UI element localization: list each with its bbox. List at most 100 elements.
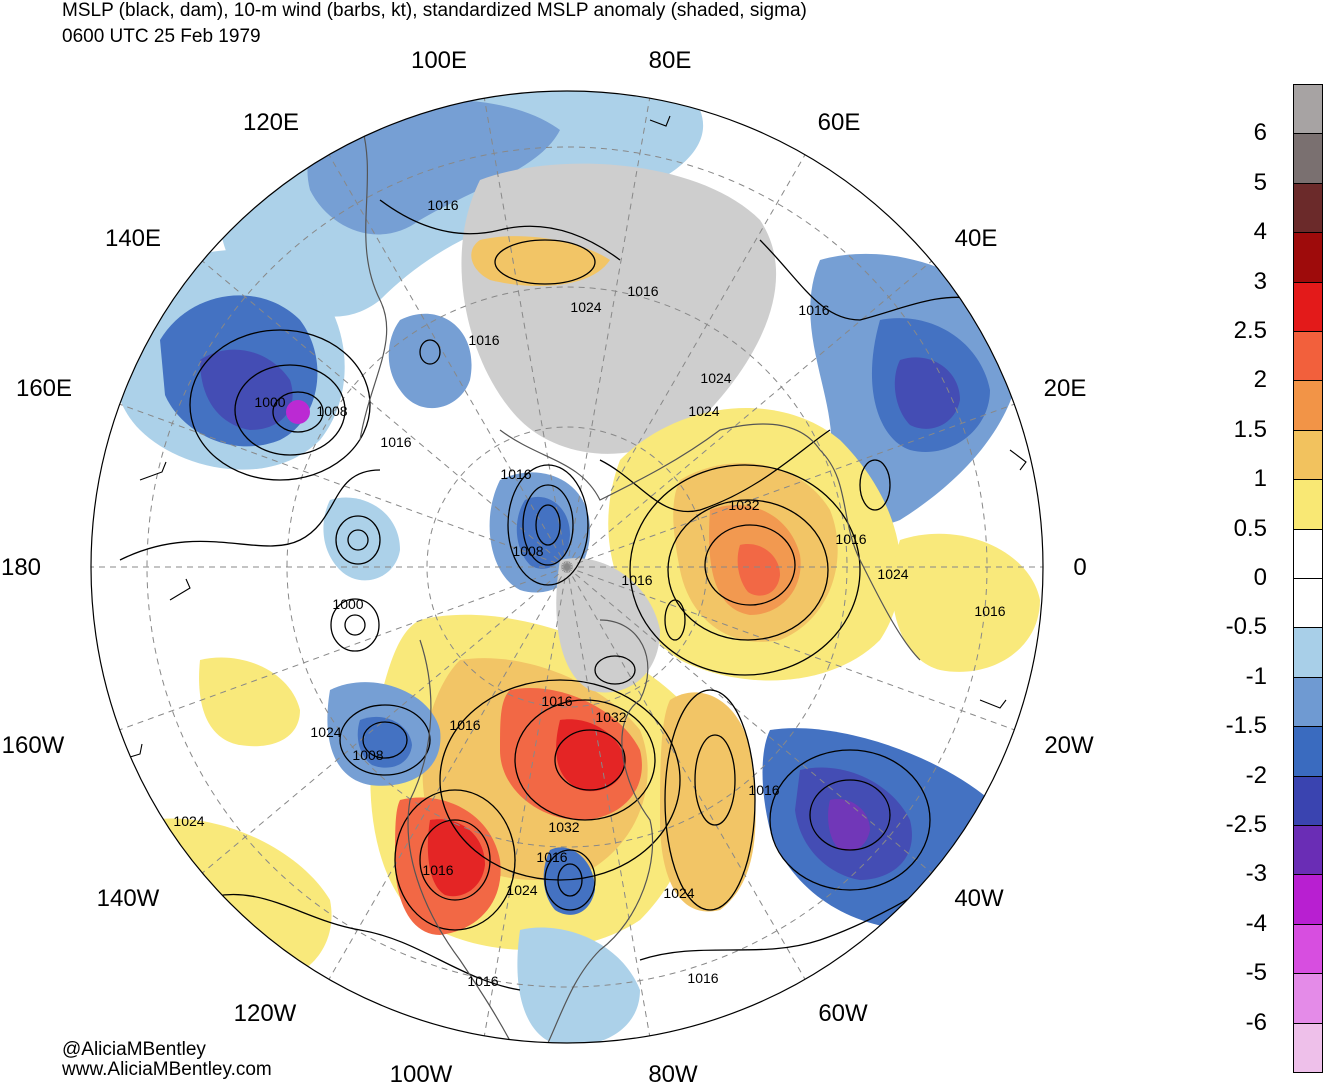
meridian-line xyxy=(566,566,932,874)
colorbar-swatch xyxy=(1293,380,1323,431)
map-disk: 1016 1016 1024 1016 1016 1000 1008 1016 1024 1024… xyxy=(91,91,1043,1043)
longitude-label: 180 xyxy=(1,554,41,581)
colorbar-label: -5 xyxy=(1245,959,1267,987)
colorbar-swatch xyxy=(1293,429,1323,481)
meridian-line xyxy=(483,98,568,568)
isobar-label: 1024 xyxy=(173,813,204,829)
colorbar-label: -4 xyxy=(1245,909,1267,937)
colorbar-label: 1.5 xyxy=(1233,415,1267,443)
isobar-label: 1016 xyxy=(467,973,498,989)
isobar-label: 1000 xyxy=(254,394,285,410)
isobar-labels: 1016 1016 1024 1016 1016 1000 1008 1016 1024 1024… xyxy=(173,197,1005,989)
longitude-label: 140E xyxy=(105,225,161,252)
colorbar-label: 0.5 xyxy=(1233,514,1267,542)
colorbar-swatch xyxy=(1293,528,1323,579)
colorbar-label: -1 xyxy=(1245,662,1267,690)
colorbar-swatch xyxy=(1293,232,1323,283)
isobar-label: 1024 xyxy=(688,403,719,419)
meridian-line xyxy=(566,566,651,1036)
isobars xyxy=(119,199,991,991)
colorbar-label: 1 xyxy=(1253,465,1267,493)
isobar-label: 1016 xyxy=(427,197,458,213)
isobar-label: 1008 xyxy=(352,747,383,763)
longitude-label: 100W xyxy=(390,1061,453,1086)
isobar-label: 1032 xyxy=(548,819,579,835)
isobar-label: 1008 xyxy=(316,403,347,419)
longitude-label: 60E xyxy=(818,109,861,136)
meridian-line xyxy=(119,403,568,568)
isobar-label: 1016 xyxy=(621,572,652,588)
isobar-label: 1032 xyxy=(595,709,626,725)
isobar-label: 1016 xyxy=(974,603,1005,619)
longitude-label: 20E xyxy=(1044,375,1087,402)
colorbar-label: -0.5 xyxy=(1225,613,1267,641)
longitude-label: 60W xyxy=(818,1000,868,1027)
credit-site: www.AliciaMBentley.com xyxy=(62,1059,272,1080)
meridians xyxy=(91,98,1043,1036)
colorbar-label: 4 xyxy=(1253,218,1267,246)
isobar-label: 1000 xyxy=(332,596,363,612)
colorbar-label: 2.5 xyxy=(1233,317,1267,344)
isobar-label: 1016 xyxy=(500,466,531,482)
isobar-label: 1008 xyxy=(512,543,543,559)
meridian-line xyxy=(202,260,568,568)
colorbar-swatch xyxy=(1293,479,1323,530)
colorbar-label: 0 xyxy=(1253,564,1267,591)
isobar-label: 1032 xyxy=(728,497,759,513)
credit-handle: @AliciaMBentley xyxy=(62,1039,206,1060)
colorbar-swatch xyxy=(1293,1022,1323,1073)
isobar-label: 1024 xyxy=(570,299,601,315)
longitude-label: 140W xyxy=(97,885,160,912)
colorbar-label: 5 xyxy=(1253,168,1267,196)
isobar-label: 1016 xyxy=(536,849,567,865)
longitude-label: 20W xyxy=(1044,732,1094,759)
colorbar-swatch xyxy=(1293,281,1323,332)
colorbar-swatch xyxy=(1293,676,1323,728)
isobar-label: 1016 xyxy=(748,782,779,798)
isobar-label: 1016 xyxy=(468,332,499,348)
meridian-line xyxy=(566,260,932,568)
longitude-label: 80W xyxy=(648,1061,698,1086)
meridian-line xyxy=(483,566,568,1036)
meridian-line xyxy=(119,566,568,731)
isobar-label: 1024 xyxy=(310,724,341,740)
longitude-labels: 100E 80E 120E 60E 140E 40E 160E 20E 180 0 160W 20W 1… xyxy=(1,47,1094,1086)
meridian-line xyxy=(566,403,1015,568)
longitude-label: 80E xyxy=(649,47,692,74)
meridian-line xyxy=(566,566,1015,731)
isobar-label: 1024 xyxy=(700,370,731,386)
meridian-line xyxy=(566,566,806,980)
longitude-label: 120W xyxy=(234,1000,297,1027)
longitude-label: 40E xyxy=(955,225,998,252)
isobar-label: 1016 xyxy=(835,531,866,547)
isobar-label: 1024 xyxy=(663,885,694,901)
longitude-label: 0 xyxy=(1073,554,1086,581)
longitude-label: 160E xyxy=(16,375,72,402)
isobar-label: 1016 xyxy=(627,283,658,299)
colorbar-label: 3 xyxy=(1253,267,1267,295)
chart-title: MSLP (black, dam), 10-m wind (barbs, kt)… xyxy=(62,0,807,21)
colorbar-label: -6 xyxy=(1245,1008,1267,1036)
isobar-label: 1024 xyxy=(506,882,537,898)
isobar-label: 1016 xyxy=(541,693,572,709)
map-border xyxy=(90,90,1044,1044)
isobar-label: 1024 xyxy=(877,566,908,582)
isobar-label: 1016 xyxy=(687,970,718,986)
colorbar: 6 5 4 3 2.5 2 1.5 1 0.5 0 -0.5 -1 -1.5 -2 -2.5 -3 -4 -5 -6 xyxy=(1226,84,1323,1073)
colorbar-swatch xyxy=(1293,84,1323,135)
colorbar-swatch xyxy=(1293,627,1323,678)
meridian-line xyxy=(328,154,568,568)
meridian-line xyxy=(566,154,806,568)
colorbar-label: -1.5 xyxy=(1225,712,1267,740)
isobar-label: 1016 xyxy=(798,302,829,318)
isobar-label: 1016 xyxy=(422,862,453,878)
longitude-label: 120E xyxy=(243,109,299,136)
colorbar-swatch xyxy=(1293,331,1323,382)
meridian-line xyxy=(566,98,651,568)
colorbar-label: -3 xyxy=(1245,860,1267,888)
coastlines xyxy=(359,119,921,1043)
isobar-label: 1016 xyxy=(449,717,480,733)
colorbar-label: -2.5 xyxy=(1225,811,1267,838)
longitude-label: 40W xyxy=(954,885,1004,912)
